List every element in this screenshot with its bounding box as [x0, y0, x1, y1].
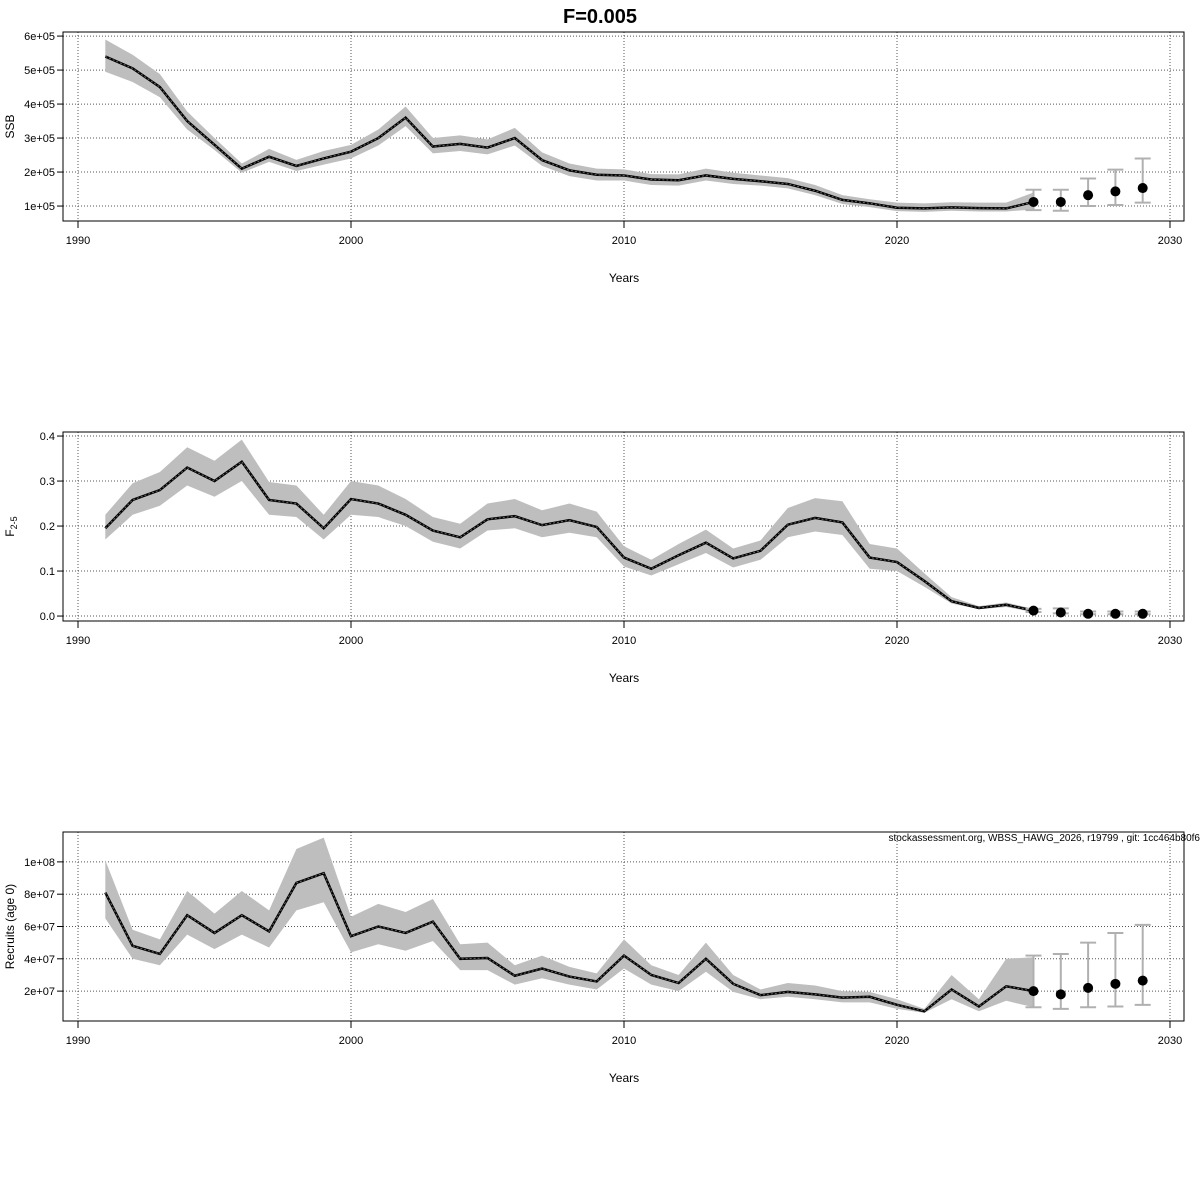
- x-tick-label: 2030: [1158, 635, 1182, 647]
- x-tick-label: 2030: [1158, 235, 1182, 247]
- y-tick-label: 6e+05: [24, 31, 55, 43]
- x-tick-label: 2010: [612, 235, 636, 247]
- x-tick-label: 2030: [1158, 1035, 1182, 1047]
- y-tick-label: 2e+05: [24, 167, 55, 179]
- panel-2: 1990 2000 2010 2020 2030 0.0 0.1 0.2 0.3 0.4 Years…: [3, 431, 1185, 685]
- x-axis-label: Years: [609, 1071, 639, 1085]
- plot-frame: [62, 31, 1185, 222]
- y-tick-label: 1e+05: [24, 201, 55, 213]
- y-tick-label: 0.3: [40, 476, 55, 488]
- x-tick-label: 1990: [66, 1035, 90, 1047]
- x-tick-label: 2000: [339, 1035, 363, 1047]
- confidence-band: [105, 39, 1034, 212]
- y-tick-label: 0.2: [40, 521, 55, 533]
- forecast-point: [1055, 196, 1066, 207]
- confidence-band: [105, 837, 1034, 1013]
- forecast-point: [1055, 607, 1066, 618]
- x-tick-label: 1990: [66, 635, 90, 647]
- forecast-point: [1137, 608, 1148, 619]
- x-axis-label: Years: [609, 271, 639, 285]
- x-tick-label: 2020: [885, 1035, 909, 1047]
- y-tick-label: 4e+07: [24, 954, 55, 966]
- forecast-point: [1083, 190, 1094, 201]
- panel-3: 1990 2000 2010 2020 2030 2e+07 4e+07 6e+07 8e+07…: [3, 831, 1200, 1085]
- estimate-line-dashes: [105, 56, 1034, 209]
- forecast-point: [1137, 975, 1148, 986]
- forecast-point: [1110, 186, 1121, 197]
- y-tick-label: 5e+05: [24, 65, 55, 77]
- y-axis-label: F2-5: [3, 516, 19, 536]
- x-tick-label: 2020: [885, 635, 909, 647]
- plot-frame: [62, 431, 1185, 622]
- forecast-point: [1083, 608, 1094, 619]
- y-tick-label: 2e+07: [24, 986, 55, 998]
- x-axis-label: Years: [609, 671, 639, 685]
- y-tick-label: 4e+05: [24, 99, 55, 111]
- forecast-point: [1137, 183, 1148, 194]
- x-tick-label: 2010: [612, 635, 636, 647]
- forecast-point: [1083, 982, 1094, 993]
- x-tick-label: 2000: [339, 235, 363, 247]
- x-tick-label: 1990: [66, 235, 90, 247]
- y-tick-label: 6e+07: [24, 922, 55, 934]
- forecast-point: [1110, 608, 1121, 619]
- source-annotation: stockassessment.org, WBSS_HAWG_2026, r19…: [889, 833, 1200, 844]
- panel-1: 1990 2000 2010 2020 2030 1e+05 2e+05 3e+05 4e+05…: [3, 31, 1185, 285]
- forecast-point: [1055, 989, 1066, 1000]
- forecast-point: [1110, 978, 1121, 989]
- plot-frame: [62, 831, 1185, 1022]
- estimate-line-dashes: [104, 461, 1034, 612]
- chart-title: F=0.005: [563, 6, 637, 28]
- forecast-point: [1028, 605, 1039, 616]
- confidence-band: [105, 439, 1034, 612]
- forecast-point: [1028, 196, 1039, 207]
- x-tick-label: 2010: [612, 1035, 636, 1047]
- x-tick-label: 2000: [339, 635, 363, 647]
- y-axis-label: SSB: [3, 114, 17, 138]
- y-tick-label: 1e+08: [24, 857, 55, 869]
- y-tick-label: 0.0: [40, 611, 55, 623]
- estimate-line-dashes: [104, 872, 1034, 1012]
- y-tick-label: 8e+07: [24, 889, 55, 901]
- y-tick-label: 0.4: [40, 431, 55, 443]
- y-axis-label: Recruits (age 0): [3, 884, 17, 969]
- y-tick-label: 3e+05: [24, 133, 55, 145]
- y-axis-label-subscript: 2-5: [9, 516, 19, 529]
- y-tick-label: 0.1: [40, 566, 55, 578]
- x-tick-label: 2020: [885, 235, 909, 247]
- estimate-line: [104, 55, 1034, 210]
- forecast-point: [1028, 986, 1039, 997]
